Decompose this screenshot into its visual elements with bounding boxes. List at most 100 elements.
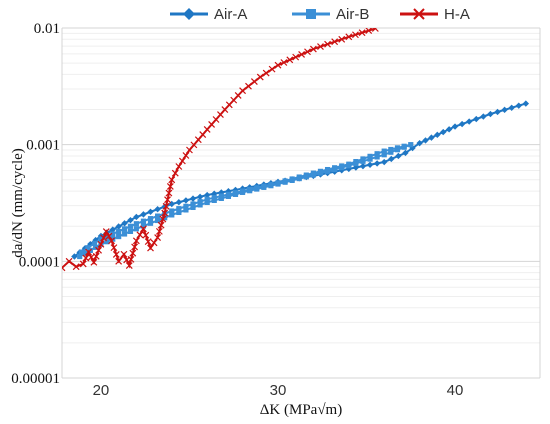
data-point: [136, 231, 144, 239]
data-point: [289, 176, 295, 182]
major-gridlines: [62, 27, 540, 379]
data-point: [395, 152, 402, 160]
data-point: [133, 221, 139, 227]
data-point: [112, 251, 120, 258]
legend-marker: [306, 9, 316, 19]
data-point: [121, 231, 128, 237]
data-point: [373, 160, 381, 167]
data-point: [95, 246, 103, 254]
y-tick-label: 0.0001: [19, 254, 60, 270]
x-tick-label: 30: [270, 382, 287, 399]
data-point: [367, 153, 373, 159]
legend-item-air-b: Air-B: [292, 6, 369, 23]
data-point: [245, 82, 252, 90]
data-point: [178, 157, 186, 165]
data-point: [256, 73, 264, 81]
data-point: [286, 56, 294, 64]
data-point: [129, 249, 137, 257]
legend-marker: [183, 8, 195, 20]
data-point: [140, 218, 147, 224]
data-point: [116, 228, 122, 235]
data-point: [165, 189, 173, 197]
data-point: [81, 245, 89, 252]
data-point: [358, 29, 366, 37]
data-point: [211, 197, 217, 203]
series-h-a: [62, 28, 379, 272]
data-point: [132, 237, 140, 245]
data-point: [169, 212, 175, 218]
data-point: [157, 221, 165, 229]
data-point: [62, 264, 66, 272]
data-point: [125, 262, 133, 269]
data-point: [360, 156, 366, 162]
data-point: [144, 238, 152, 246]
data-point: [159, 215, 167, 223]
data-point: [508, 104, 515, 111]
data-point: [247, 186, 253, 193]
data-point: [211, 195, 217, 201]
data-point: [445, 126, 453, 133]
data-point: [239, 188, 246, 194]
data-point: [331, 38, 339, 46]
data-point: [182, 152, 190, 159]
data-point: [338, 35, 346, 43]
data-point: [197, 199, 203, 205]
data-point: [92, 252, 100, 260]
data-point: [310, 170, 316, 176]
data-point: [162, 202, 170, 210]
data-point: [239, 87, 247, 95]
data-point: [127, 228, 134, 234]
y-tick-label: 0.01: [34, 21, 60, 37]
data-point: [115, 257, 123, 265]
data-point: [522, 100, 530, 107]
data-point: [155, 213, 161, 219]
data-point: [79, 260, 87, 268]
data-point: [87, 240, 94, 248]
data-point: [254, 185, 260, 191]
data-point: [140, 223, 147, 229]
data-point: [296, 174, 302, 180]
data-point: [169, 208, 175, 214]
data-point: [388, 149, 394, 155]
data-point: [108, 237, 115, 245]
data-point: [105, 232, 113, 240]
data-point: [154, 205, 161, 213]
data-point: [494, 108, 501, 116]
series-air-b: [77, 142, 414, 260]
x-tick-label: 40: [447, 382, 464, 399]
data-point: [371, 28, 379, 32]
data-point: [110, 231, 116, 237]
data-point: [189, 195, 197, 202]
data-point: [324, 40, 331, 48]
data-point: [77, 253, 83, 260]
data-point: [268, 65, 276, 73]
data-point: [204, 199, 210, 205]
data-point: [183, 207, 189, 213]
data-point: [339, 163, 345, 169]
data-point: [480, 113, 487, 120]
data-point: [140, 225, 147, 233]
data-point: [121, 220, 128, 227]
data-point: [275, 180, 281, 186]
data-point: [324, 166, 331, 173]
data-point: [261, 183, 267, 189]
data-point: [110, 244, 118, 252]
data-point: [116, 233, 122, 240]
data-point: [401, 143, 407, 149]
data-point: [381, 152, 387, 158]
data-point: [359, 162, 367, 170]
data-point: [72, 263, 80, 271]
legend-label: Air-A: [214, 6, 247, 23]
x-axis-label: ΔK (MPa√m): [260, 402, 342, 418]
data-point: [203, 191, 211, 199]
legend-item-h-a: H-A: [400, 6, 470, 23]
data-point: [374, 151, 380, 157]
series-group: [62, 28, 530, 272]
y-axis-label: da/dN (mm/cycle): [10, 148, 26, 258]
data-point: [304, 48, 311, 56]
data-point: [218, 193, 224, 199]
data-point: [176, 206, 182, 212]
data-point: [388, 155, 395, 163]
data-point: [196, 193, 204, 201]
legend-label: H-A: [444, 6, 470, 23]
